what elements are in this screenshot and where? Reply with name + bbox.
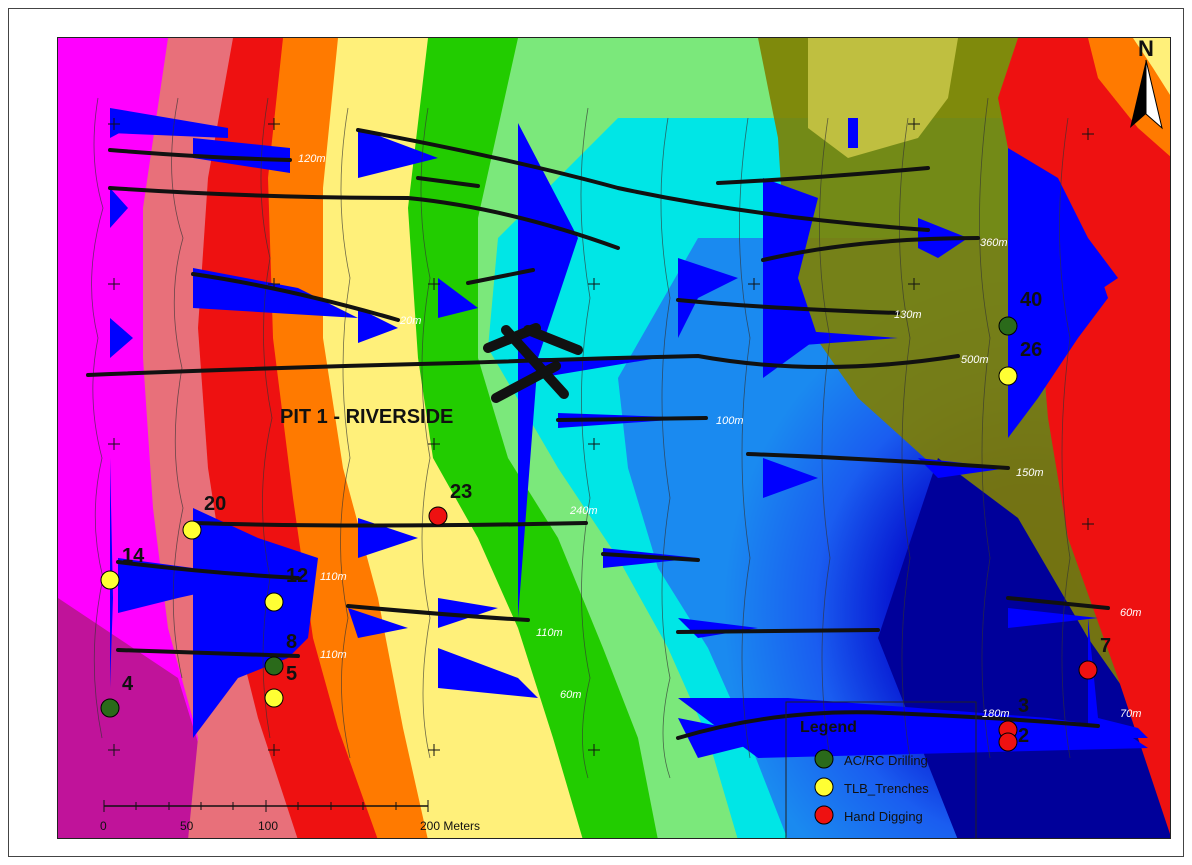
line-label: 240m <box>569 505 598 517</box>
north-arrow-icon: N <box>1130 38 1163 130</box>
line-label: 110m <box>320 571 347 583</box>
legend-title: Legend <box>800 719 857 736</box>
line-label: 180m <box>982 708 1010 720</box>
line-label: 110m <box>320 649 347 661</box>
line-label: 100m <box>716 415 744 427</box>
zone-lightolive <box>808 38 958 158</box>
line-label: 20m <box>399 315 421 327</box>
line-label: 360m <box>980 237 1008 249</box>
svg-text:2: 2 <box>1018 725 1029 747</box>
scale-tick: 100 <box>258 819 278 833</box>
grid-crosses <box>108 118 1094 756</box>
svg-text:26: 26 <box>1020 339 1042 361</box>
svg-text:23: 23 <box>450 481 472 503</box>
zone-yellow-ne <box>1133 38 1170 95</box>
sample-point-26: 26 <box>998 339 1042 386</box>
svg-text:12: 12 <box>286 565 308 587</box>
map-svg: 120m 360m 20m 130m 500m 100m 150m 240m 1… <box>58 38 1170 838</box>
line-label: 120m <box>298 153 326 165</box>
legend-drilling-icon <box>814 749 834 769</box>
line-label: 70m <box>1120 708 1141 720</box>
svg-text:3: 3 <box>1018 695 1029 717</box>
map-frame: 120m 360m 20m 130m 500m 100m 150m 240m 1… <box>8 8 1184 857</box>
line-label: 60m <box>1120 607 1141 619</box>
line-label: 60m <box>560 689 581 701</box>
sample-point-4: 4 <box>100 673 134 718</box>
svg-text:8: 8 <box>286 631 297 653</box>
scale-tick: 200 Meters <box>420 819 480 833</box>
line-label: 130m <box>894 309 922 321</box>
legend: Legend AC/RC Drilling TLB_Trenches Hand … <box>785 701 977 838</box>
svg-text:5: 5 <box>286 663 297 685</box>
svg-text:14: 14 <box>122 545 145 567</box>
zone-darkmagenta <box>58 598 228 838</box>
pit-symbol <box>483 323 583 403</box>
zone-orange-ne <box>1088 38 1170 157</box>
scale-tick: 0 <box>100 819 107 833</box>
sample-point-20: 20 <box>182 493 226 540</box>
svg-text:40: 40 <box>1020 289 1042 311</box>
legend-item-label: TLB_Trenches <box>844 781 929 796</box>
legend-trench-icon <box>814 777 834 797</box>
sample-point-8: 8 <box>264 631 297 676</box>
svg-text:7: 7 <box>1100 635 1111 657</box>
legend-hand-icon <box>814 805 834 825</box>
sample-point-23: 23 <box>428 481 472 526</box>
line-label: 110m <box>536 627 563 639</box>
profile-outlines <box>91 97 1071 779</box>
north-label: N <box>1138 38 1154 61</box>
scale-bar: 0 50 100 200 Meters <box>100 800 480 833</box>
sample-point-2: 2 <box>998 725 1029 752</box>
svg-text:4: 4 <box>122 673 134 695</box>
map-canvas[interactable]: 120m 360m 20m 130m 500m 100m 150m 240m 1… <box>57 37 1171 839</box>
legend-item-label: AC/RC Drilling <box>844 753 928 768</box>
sample-points: 40 26 23 20 14 12 8 5 4 7 3 2 <box>100 289 1111 752</box>
sample-point-5: 5 <box>264 663 297 708</box>
line-label: 500m <box>961 354 989 366</box>
sample-point-40: 40 <box>998 289 1042 336</box>
sample-point-14: 14 <box>100 545 145 590</box>
sample-point-7: 7 <box>1078 635 1111 680</box>
line-labels: 120m 360m 20m 130m 500m 100m 150m 240m 1… <box>298 153 1141 720</box>
sample-point-12: 12 <box>264 565 308 612</box>
svg-text:20: 20 <box>204 493 226 515</box>
legend-item-label: Hand Digging <box>844 809 923 824</box>
line-label: 150m <box>1016 467 1044 479</box>
survey-lines <box>86 128 1110 740</box>
scale-tick: 50 <box>180 819 194 833</box>
pit-title: PIT 1 - RIVERSIDE <box>280 406 453 428</box>
